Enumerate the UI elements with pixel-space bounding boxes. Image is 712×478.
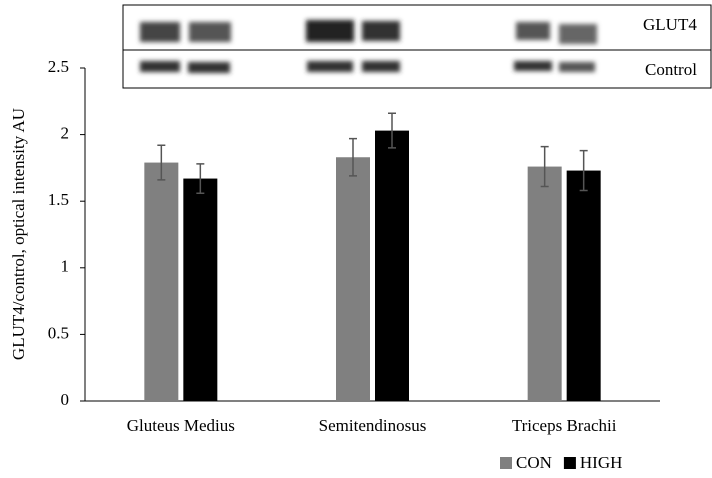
blot-label: GLUT4 — [643, 15, 697, 34]
legend-swatch — [564, 457, 576, 469]
x-tick-label: Triceps Brachii — [512, 416, 617, 435]
y-tick-label: 0.5 — [48, 323, 69, 342]
page: {"chart_data": {"type": "bar", "y_label"… — [0, 0, 712, 478]
bar — [567, 171, 601, 401]
legend-label: CON — [516, 453, 552, 472]
bar — [183, 179, 217, 401]
x-tick-label: Gluteus Medius — [127, 416, 235, 435]
y-axis-title: GLUT4/control, optical intensity AU — [9, 108, 28, 360]
bar — [528, 167, 562, 401]
legend-swatch — [500, 457, 512, 469]
bar — [144, 163, 178, 401]
bar — [336, 157, 370, 401]
blot-inset: GLUT4 Control — [123, 5, 711, 88]
y-tick-label: 2.5 — [48, 57, 69, 76]
chart: GLUT4 Control GLUT4/control, optical int… — [0, 0, 712, 478]
y-tick-label: 1.5 — [48, 190, 69, 209]
blot-label: Control — [645, 60, 697, 79]
bar — [375, 131, 409, 401]
y-tick-label: 1 — [61, 257, 70, 276]
y-tick-label: 2 — [61, 124, 70, 143]
x-tick-label: Semitendinosus — [319, 416, 427, 435]
y-tick-label: 0 — [61, 390, 70, 409]
legend-label: HIGH — [580, 453, 623, 472]
